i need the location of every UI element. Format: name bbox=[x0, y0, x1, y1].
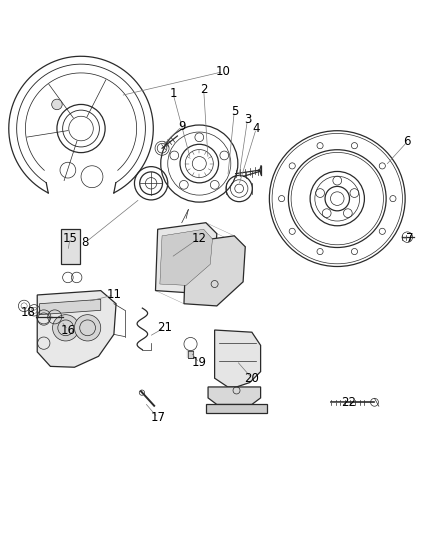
Polygon shape bbox=[184, 236, 245, 306]
Text: 12: 12 bbox=[192, 231, 207, 245]
Text: 20: 20 bbox=[244, 372, 259, 385]
Text: 17: 17 bbox=[150, 411, 165, 424]
Text: 5: 5 bbox=[231, 104, 238, 117]
Text: 10: 10 bbox=[216, 65, 231, 78]
Polygon shape bbox=[208, 387, 261, 405]
Text: 9: 9 bbox=[178, 120, 186, 133]
Text: 21: 21 bbox=[157, 321, 172, 334]
Text: 11: 11 bbox=[106, 288, 121, 302]
Text: 15: 15 bbox=[63, 231, 78, 245]
Text: 1: 1 bbox=[169, 87, 177, 100]
Text: 3: 3 bbox=[244, 114, 251, 126]
Polygon shape bbox=[155, 223, 217, 293]
Polygon shape bbox=[206, 405, 267, 413]
Polygon shape bbox=[160, 229, 212, 285]
Text: 18: 18 bbox=[21, 306, 36, 319]
Circle shape bbox=[52, 99, 62, 110]
Text: 4: 4 bbox=[252, 122, 260, 135]
Polygon shape bbox=[37, 290, 116, 367]
Text: 16: 16 bbox=[60, 324, 75, 336]
Circle shape bbox=[53, 314, 79, 341]
Circle shape bbox=[74, 314, 101, 341]
Text: 7: 7 bbox=[406, 231, 413, 245]
Polygon shape bbox=[215, 330, 261, 387]
Polygon shape bbox=[39, 300, 101, 314]
Text: 19: 19 bbox=[192, 357, 207, 369]
Text: 2: 2 bbox=[200, 83, 208, 95]
Text: 22: 22 bbox=[341, 396, 356, 409]
Text: 8: 8 bbox=[82, 236, 89, 249]
Text: 6: 6 bbox=[403, 135, 411, 148]
Polygon shape bbox=[61, 229, 80, 264]
